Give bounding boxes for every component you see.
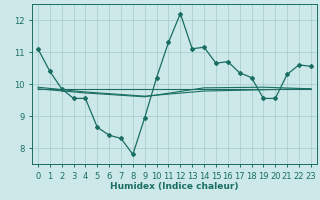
X-axis label: Humidex (Indice chaleur): Humidex (Indice chaleur) <box>110 182 239 191</box>
